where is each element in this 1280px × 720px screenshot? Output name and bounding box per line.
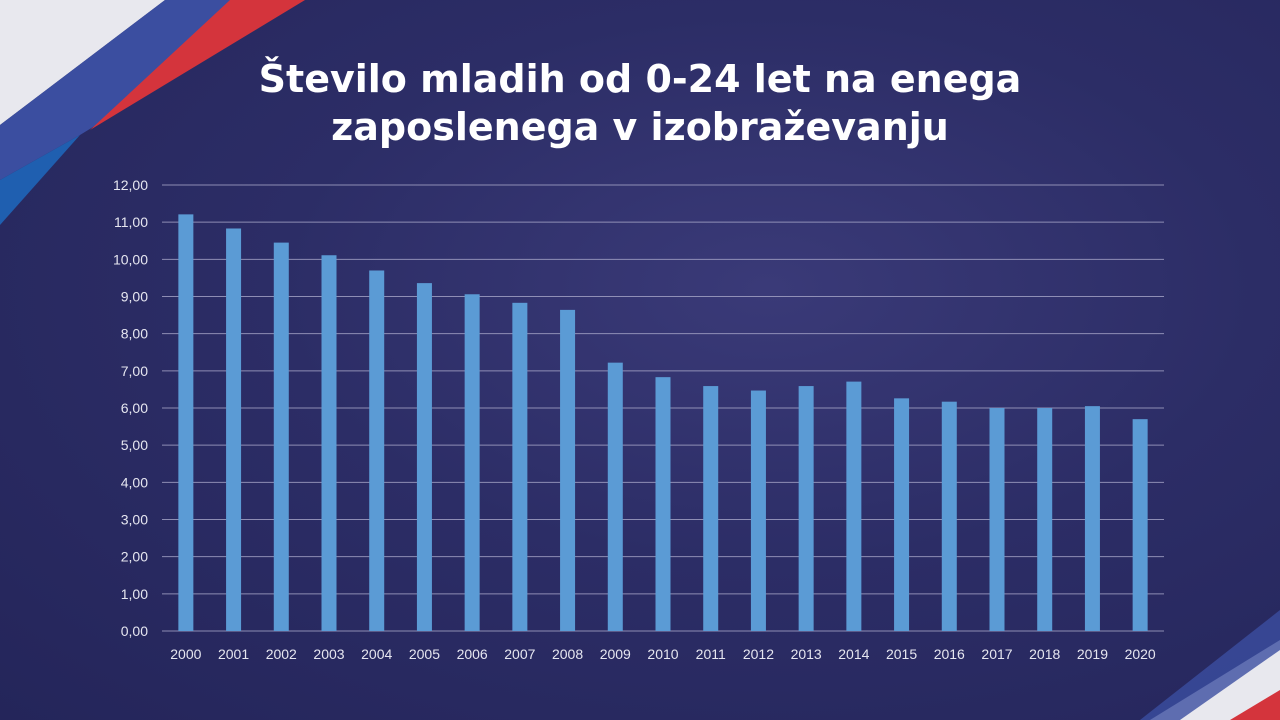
x-tick-label: 2008 xyxy=(552,646,583,662)
x-tick-label: 2005 xyxy=(409,646,440,662)
bar-2011 xyxy=(703,386,719,631)
bar-2015 xyxy=(894,398,910,631)
y-tick-label: 4,00 xyxy=(121,474,148,490)
bar-2002 xyxy=(273,242,289,631)
y-tick-label: 2,00 xyxy=(121,549,148,565)
bar-2016 xyxy=(941,401,957,631)
y-tick-label: 10,00 xyxy=(113,251,148,267)
y-tick-label: 9,00 xyxy=(121,289,148,305)
x-tick-label: 2006 xyxy=(457,646,488,662)
y-tick-label: 11,00 xyxy=(114,214,148,230)
bar-2017 xyxy=(989,408,1005,631)
bar-2010 xyxy=(655,377,671,631)
bar-2009 xyxy=(607,362,623,631)
x-tick-label: 2020 xyxy=(1125,646,1156,662)
chart-title: Število mladih od 0-24 let na enega zapo… xyxy=(0,55,1280,151)
bar-2014 xyxy=(846,381,862,631)
y-tick-label: 6,00 xyxy=(121,400,148,416)
x-tick-label: 2000 xyxy=(170,646,201,662)
bar-2004 xyxy=(369,270,385,631)
bar-2006 xyxy=(464,294,480,631)
y-tick-label: 5,00 xyxy=(121,437,148,453)
x-tick-label: 2010 xyxy=(647,646,678,662)
chart-title-line-2: zaposlenega v izobraževanju xyxy=(331,105,949,149)
y-tick-label: 12,00 xyxy=(113,177,148,193)
bar-2012 xyxy=(750,390,766,631)
x-tick-label: 2014 xyxy=(838,646,869,662)
bar-2019 xyxy=(1084,406,1100,631)
bar-2020 xyxy=(1132,419,1148,631)
x-tick-label: 2017 xyxy=(981,646,1012,662)
bar-2001 xyxy=(226,228,242,632)
x-tick-label: 2016 xyxy=(934,646,965,662)
x-tick-label: 2019 xyxy=(1077,646,1108,662)
x-tick-label: 2004 xyxy=(361,646,392,662)
bar-2018 xyxy=(1037,408,1053,631)
y-tick-label: 3,00 xyxy=(121,512,148,528)
bar-2008 xyxy=(560,309,576,631)
chart-title-line-1: Število mladih od 0-24 let na enega xyxy=(258,57,1022,101)
x-tick-label: 2001 xyxy=(218,646,249,662)
x-tick-label: 2018 xyxy=(1029,646,1060,662)
x-tick-label: 2012 xyxy=(743,646,774,662)
y-tick-label: 8,00 xyxy=(121,326,148,342)
bar-2003 xyxy=(321,255,337,631)
x-tick-label: 2007 xyxy=(504,646,535,662)
y-tick-label: 0,00 xyxy=(121,623,148,639)
bar-2007 xyxy=(512,302,528,631)
x-tick-label: 2013 xyxy=(791,646,822,662)
x-tick-label: 2003 xyxy=(313,646,344,662)
x-tick-label: 2015 xyxy=(886,646,917,662)
x-tick-label: 2011 xyxy=(696,646,726,662)
y-tick-label: 1,00 xyxy=(121,586,148,602)
x-tick-label: 2009 xyxy=(600,646,631,662)
bar-2000 xyxy=(178,214,194,631)
y-tick-label: 7,00 xyxy=(121,363,148,379)
bar-2013 xyxy=(798,386,814,631)
bar-2005 xyxy=(416,283,432,631)
x-tick-label: 2002 xyxy=(266,646,297,662)
